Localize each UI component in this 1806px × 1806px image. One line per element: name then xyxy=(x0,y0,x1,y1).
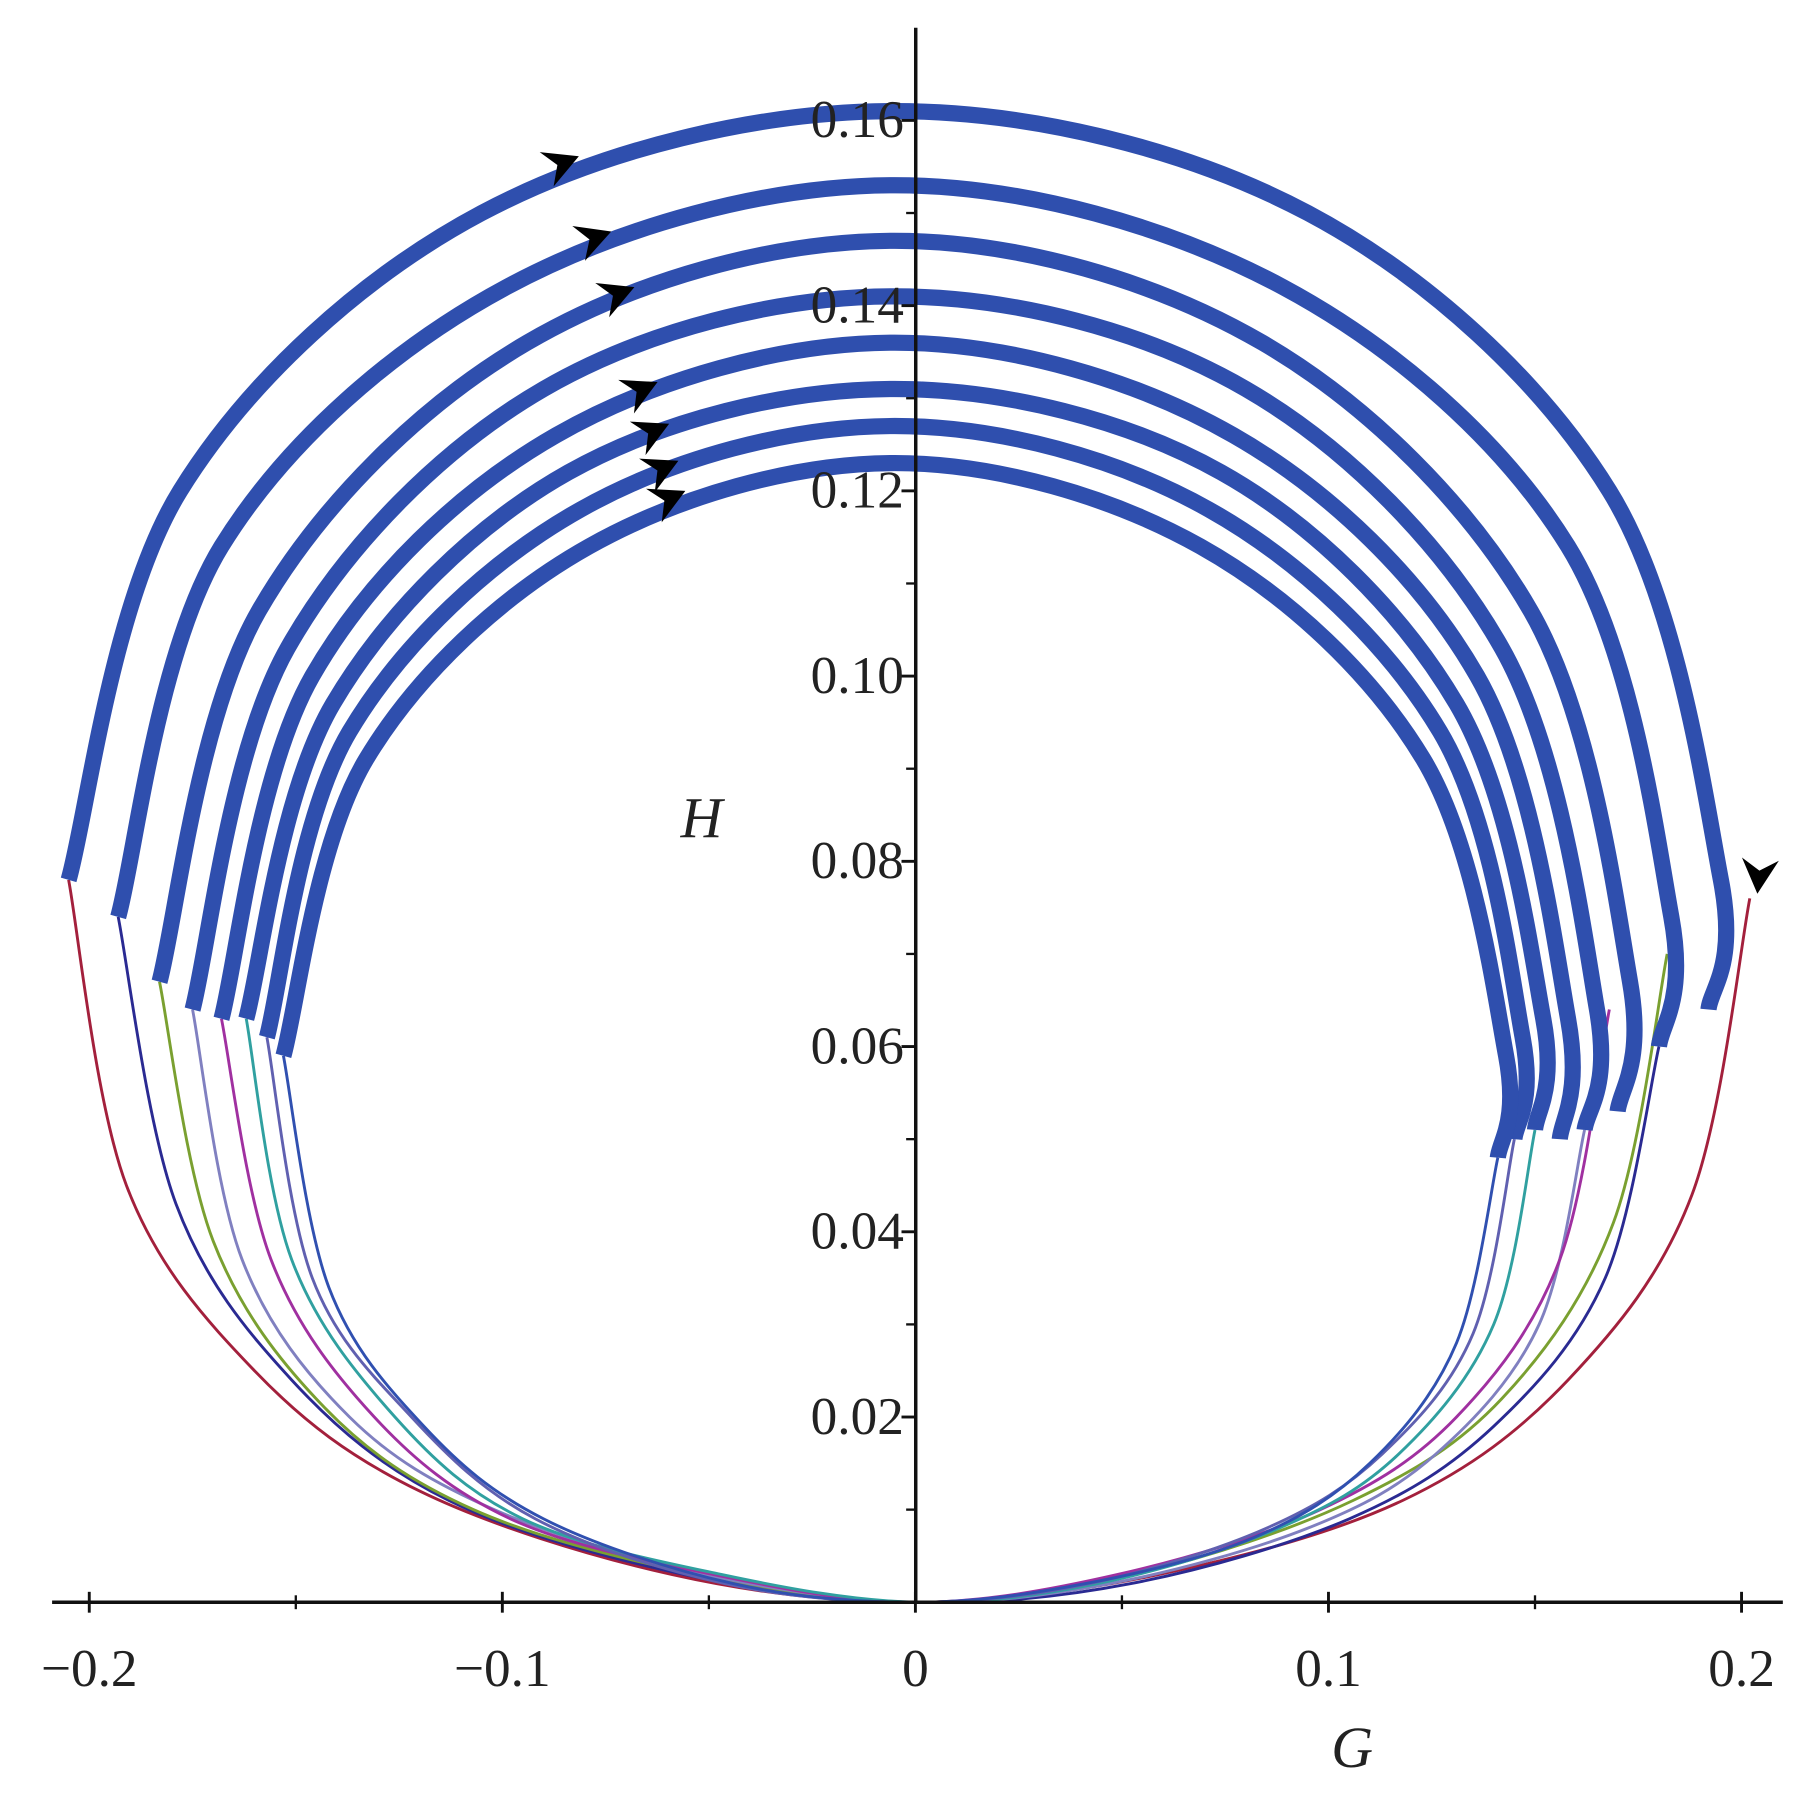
arrow xyxy=(539,152,579,187)
x-tick-label: 0.2 xyxy=(1708,1639,1775,1698)
trajectory xyxy=(184,288,1610,1132)
x-tick-label: 0.1 xyxy=(1295,1639,1362,1698)
trajectory xyxy=(265,1037,1516,1604)
trajectory xyxy=(158,953,1669,1604)
y-tick-label: 0.04 xyxy=(811,1202,904,1261)
arrow xyxy=(639,458,679,493)
trajectory xyxy=(110,177,1685,1048)
y-tick-label: 0.14 xyxy=(811,275,904,334)
arrow xyxy=(646,488,686,523)
trajectory xyxy=(238,380,1556,1132)
y-axis-title: H xyxy=(680,786,726,851)
x-tick-label: −0.2 xyxy=(41,1639,138,1698)
x-tick-label: 0 xyxy=(902,1639,929,1698)
y-tick-label: 0.12 xyxy=(811,461,904,520)
trajectory xyxy=(151,232,1643,1113)
trajectory xyxy=(259,417,1535,1141)
trajectory xyxy=(281,1055,1500,1604)
y-tick-label: 0.16 xyxy=(811,90,904,149)
trajectory xyxy=(213,334,1581,1141)
arrows xyxy=(539,152,1779,894)
y-tick-label: 0.06 xyxy=(811,1016,904,1075)
axes: −0.2 −0.1 0 0.1 0.2 0.02 0.04 0.06 0.08 0.10 0.12 0… xyxy=(41,27,1783,1698)
arrow xyxy=(629,421,670,456)
arrow xyxy=(595,282,635,318)
y-tick-label: 0.02 xyxy=(811,1387,904,1446)
trajectory xyxy=(275,454,1519,1159)
arrow xyxy=(572,226,612,261)
arrow xyxy=(618,379,658,414)
y-tick-label: 0.08 xyxy=(811,831,904,890)
x-axis-title: G xyxy=(1331,1715,1373,1780)
arrow xyxy=(1741,857,1779,894)
curves xyxy=(60,103,1752,1604)
y-tick-label: 0.10 xyxy=(811,646,904,705)
trajectory xyxy=(60,103,1735,1011)
x-tick-label: −0.1 xyxy=(454,1639,551,1698)
